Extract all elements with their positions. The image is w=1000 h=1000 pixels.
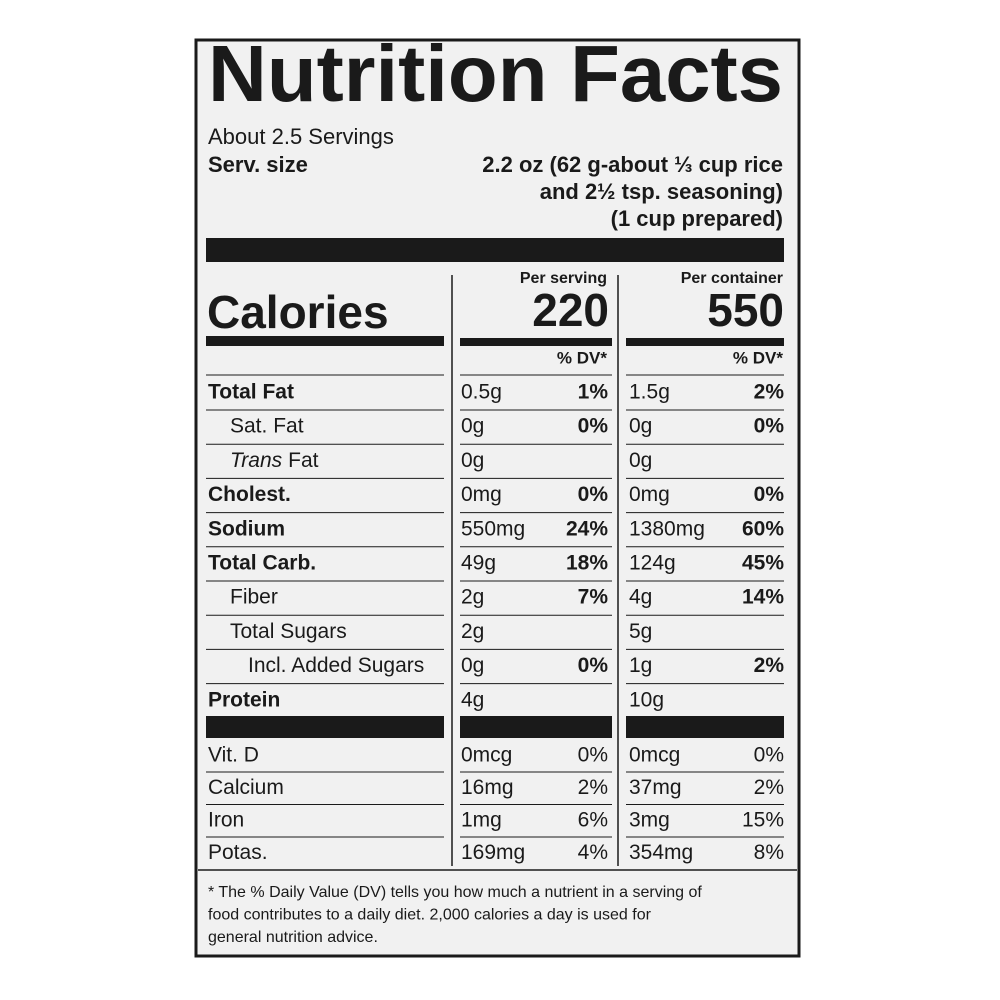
amount: 0mcg: [461, 744, 512, 767]
amount: 2g: [461, 586, 484, 609]
servings: About 2.5 Servings: [208, 124, 394, 149]
daily-value: 2%: [754, 776, 784, 799]
daily-value: 24%: [566, 517, 608, 540]
amount: 0mcg: [629, 744, 680, 767]
nutrient-label: Iron: [208, 809, 244, 832]
nutrient-label: Total Carb.: [208, 552, 316, 575]
amount: 3mg: [629, 809, 670, 832]
nutrient-label: Trans: [230, 449, 283, 472]
daily-value: 0%: [578, 654, 609, 677]
daily-value: 60%: [742, 517, 784, 540]
footnote: * The % Daily Value (DV) tells you how m…: [208, 884, 702, 901]
thick-rule: [460, 338, 612, 346]
label-panel: [194, 38, 801, 958]
nutrient-label: Calcium: [208, 776, 284, 799]
daily-value: 2%: [578, 776, 608, 799]
amount: 16mg: [461, 776, 514, 799]
footnote: food contributes to a daily diet. 2,000 …: [208, 907, 652, 924]
amount: 169mg: [461, 841, 525, 864]
amount: 0g: [461, 654, 484, 677]
amount: 4g: [461, 688, 484, 711]
daily-value: 0%: [578, 483, 609, 506]
nutrient-label: Fat: [288, 449, 319, 472]
amount: 4g: [629, 586, 652, 609]
daily-value: 2%: [754, 381, 785, 404]
daily-value: 0%: [754, 415, 785, 438]
amount: 49g: [461, 552, 496, 575]
daily-value: 14%: [742, 586, 784, 609]
daily-value: 15%: [742, 809, 784, 832]
daily-value: 0%: [754, 744, 784, 767]
nutrient-label: Incl. Added Sugars: [248, 654, 424, 677]
amount: 0g: [461, 415, 484, 438]
calories-value: 550: [707, 284, 784, 336]
nutrient-label: Protein: [208, 688, 280, 711]
thick-rule: [206, 336, 444, 346]
amount: 354mg: [629, 841, 693, 864]
daily-value: 6%: [578, 809, 608, 832]
amount: 0g: [629, 415, 652, 438]
amount: 124g: [629, 552, 676, 575]
title: Nutrition Facts: [208, 29, 783, 118]
amount: 1380mg: [629, 517, 705, 540]
nutrient-label: Sodium: [208, 517, 285, 540]
thick-rule: [626, 338, 784, 346]
serving-size-line: and 2½ tsp. seasoning): [540, 179, 783, 204]
thick-rule: [460, 716, 612, 738]
nutrient-label: Total Fat: [208, 381, 294, 404]
amount: 0mg: [629, 483, 670, 506]
serving-size-line: 2.2 oz (62 g-about ⅓ cup rice: [482, 152, 783, 177]
amount: 0g: [461, 449, 484, 472]
amount: 1g: [629, 654, 652, 677]
amount: 550mg: [461, 517, 525, 540]
dv-header: % DV*: [557, 348, 607, 367]
nutrient-label: Potas.: [208, 841, 268, 864]
daily-value: 0%: [578, 415, 609, 438]
daily-value: 4%: [578, 841, 608, 864]
calories-label: Calories: [207, 286, 389, 338]
serving-size-line: (1 cup prepared): [611, 206, 783, 231]
daily-value: 0%: [754, 483, 785, 506]
amount: 10g: [629, 688, 664, 711]
daily-value: 8%: [754, 841, 784, 864]
daily-value: 7%: [578, 586, 609, 609]
nutrient-label: Cholest.: [208, 483, 291, 506]
thick-rule: [626, 716, 784, 738]
amount: 2g: [461, 620, 484, 643]
amount: 0.5g: [461, 381, 502, 404]
serving-size-label: Serv. size: [208, 152, 308, 177]
column-header: Per serving: [520, 270, 607, 287]
calories-value: 220: [532, 284, 609, 336]
amount: 1.5g: [629, 381, 670, 404]
daily-value: 0%: [578, 744, 608, 767]
nutrient-label: Vit. D: [208, 744, 259, 767]
column-header: Per container: [681, 270, 783, 287]
nutrient-label: Sat. Fat: [230, 415, 304, 438]
amount: 5g: [629, 620, 652, 643]
dv-header: % DV*: [733, 348, 783, 367]
amount: 1mg: [461, 809, 502, 832]
amount: 0mg: [461, 483, 502, 506]
thick-rule: [206, 716, 444, 738]
daily-value: 2%: [754, 654, 785, 677]
daily-value: 18%: [566, 552, 608, 575]
nutrient-label: Fiber: [230, 586, 278, 609]
daily-value: 45%: [742, 552, 784, 575]
thick-rule: [206, 238, 784, 262]
nutrient-label: Total Sugars: [230, 620, 347, 643]
amount: 37mg: [629, 776, 682, 799]
daily-value: 1%: [578, 381, 609, 404]
amount: 0g: [629, 449, 652, 472]
footnote: general nutrition advice.: [208, 929, 378, 946]
